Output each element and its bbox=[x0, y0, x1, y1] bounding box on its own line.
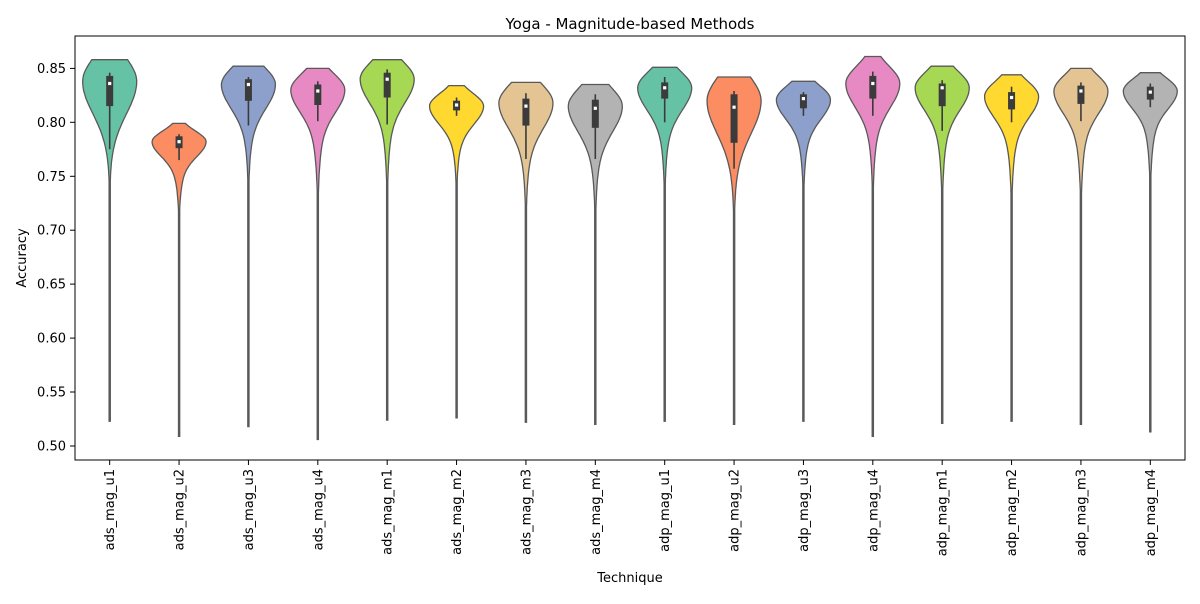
violin-body bbox=[1122, 72, 1178, 433]
x-tick-label: ads_mag_u1 bbox=[103, 469, 118, 550]
x-tick-label: adp_mag_m4 bbox=[1144, 469, 1159, 556]
violin-iqr-box bbox=[106, 75, 114, 107]
violin-median bbox=[454, 103, 459, 107]
x-tick-label: ads_mag_m4 bbox=[589, 469, 604, 555]
violin-ads_mag_m1 bbox=[359, 59, 415, 421]
violin-ads_mag_m3 bbox=[498, 81, 554, 423]
violin-median bbox=[593, 106, 597, 110]
violin-adp_mag_u4 bbox=[845, 55, 901, 437]
violin-body bbox=[151, 122, 207, 437]
violin-adp_mag_u3 bbox=[775, 80, 832, 422]
violin-iqr-box bbox=[1008, 92, 1016, 110]
violin-ads_mag_u3 bbox=[220, 65, 277, 428]
x-tick-label: adp_mag_u2 bbox=[728, 469, 743, 552]
violin-body bbox=[637, 66, 693, 422]
y-tick-label: 0.85 bbox=[37, 62, 66, 77]
violin-body bbox=[428, 84, 485, 419]
x-tick-label: ads_mag_m2 bbox=[450, 469, 465, 555]
violin-median bbox=[732, 105, 736, 109]
violin-median bbox=[1148, 90, 1152, 94]
plot-frame bbox=[74, 35, 1186, 461]
x-tick-label: ads_mag_m1 bbox=[381, 469, 396, 555]
x-tick-label: adp_mag_m3 bbox=[1074, 469, 1089, 556]
violin-median bbox=[177, 140, 181, 144]
violin-median bbox=[385, 77, 389, 81]
violin-body bbox=[567, 83, 623, 426]
x-tick-label: ads_mag_u2 bbox=[173, 469, 188, 550]
x-tick-label: ads_mag_u3 bbox=[242, 469, 257, 550]
violin-iqr-box bbox=[1077, 85, 1085, 104]
violin-ads_mag_u4 bbox=[290, 67, 346, 441]
x-tick-label: adp_mag_u1 bbox=[658, 469, 673, 552]
violin-median bbox=[871, 81, 875, 86]
violin-median bbox=[246, 82, 251, 87]
violin-body bbox=[1053, 67, 1109, 426]
violin-adp_mag_m2 bbox=[983, 74, 1040, 422]
x-tick-label: adp_mag_m1 bbox=[936, 469, 951, 556]
violin-median bbox=[940, 86, 944, 90]
violin-body bbox=[359, 59, 415, 421]
y-tick-label: 0.80 bbox=[37, 116, 66, 131]
violin-adp_mag_m4 bbox=[1122, 72, 1178, 433]
y-tick-label: 0.70 bbox=[37, 224, 66, 239]
ticks-layer: 0.50 0.55 0.60 0.65 0.70 0.75 0.80 0.85 ads_mag_… bbox=[37, 62, 1159, 556]
y-tick-label: 0.50 bbox=[37, 440, 66, 455]
violin-median bbox=[1009, 95, 1014, 100]
violin-body bbox=[290, 67, 346, 441]
violin-ads_mag_u1 bbox=[82, 59, 138, 422]
violin-iqr-box bbox=[244, 79, 252, 101]
violin-iqr-box bbox=[383, 72, 391, 98]
violin-adp_mag_m1 bbox=[914, 65, 970, 424]
x-tick-label: ads_mag_u4 bbox=[311, 469, 326, 550]
violin-iqr-box bbox=[938, 83, 946, 107]
violin-iqr-box bbox=[522, 98, 530, 126]
violin-ads_mag_m4 bbox=[567, 83, 623, 426]
violin-median bbox=[663, 86, 667, 90]
violin-iqr-box bbox=[661, 82, 669, 99]
violin-iqr-box bbox=[591, 99, 599, 128]
violin-median bbox=[801, 97, 806, 101]
violin-median bbox=[524, 104, 528, 108]
y-tick-label: 0.55 bbox=[37, 386, 66, 401]
violin-body bbox=[82, 59, 138, 422]
violin-body bbox=[706, 76, 762, 426]
x-tick-label: adp_mag_u4 bbox=[866, 469, 881, 552]
violin-body bbox=[220, 65, 277, 428]
chart-title: Yoga - Magnitude-based Methods bbox=[504, 15, 754, 33]
violin-body bbox=[983, 74, 1040, 422]
violin-iqr-box bbox=[799, 94, 807, 109]
y-tick-label: 0.60 bbox=[37, 332, 66, 347]
violin-ads_mag_u2 bbox=[151, 122, 207, 437]
violin-ads_mag_m2 bbox=[428, 84, 485, 419]
x-tick-label: adp_mag_m2 bbox=[1005, 469, 1020, 556]
violin-body bbox=[914, 65, 970, 424]
x-tick-label: adp_mag_u3 bbox=[797, 469, 812, 552]
violin-adp_mag_u2 bbox=[706, 76, 762, 426]
violin-body bbox=[498, 81, 554, 423]
violin-median bbox=[108, 81, 112, 86]
violin-iqr-box bbox=[314, 84, 322, 105]
violin-median bbox=[1079, 89, 1083, 93]
violin-body bbox=[775, 80, 832, 422]
violin-iqr-box bbox=[730, 94, 738, 143]
violins-layer bbox=[82, 55, 1178, 441]
violin-adp_mag_m3 bbox=[1053, 67, 1109, 426]
y-tick-label: 0.65 bbox=[37, 278, 66, 293]
violin-iqr-box bbox=[869, 75, 877, 99]
violin-median bbox=[316, 89, 320, 93]
violin-body bbox=[845, 55, 901, 437]
x-axis-label: Technique bbox=[596, 571, 662, 586]
violin-adp_mag_u1 bbox=[637, 66, 693, 422]
y-axis-label: Accuracy bbox=[15, 228, 30, 288]
x-tick-label: ads_mag_m3 bbox=[519, 469, 534, 555]
y-tick-label: 0.75 bbox=[37, 170, 66, 185]
